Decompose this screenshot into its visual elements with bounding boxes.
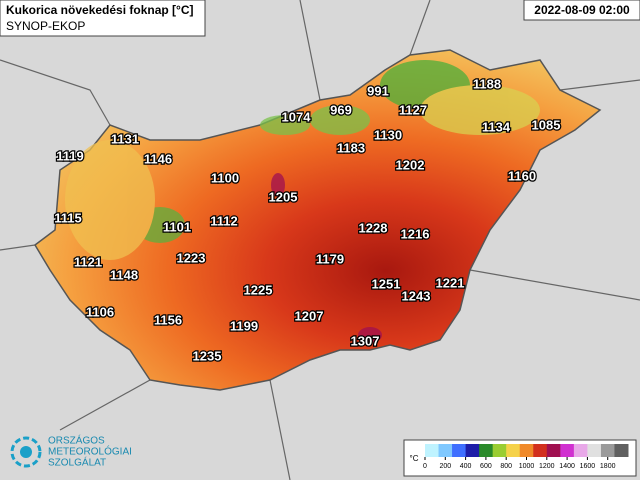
colorbar-segment	[425, 444, 440, 457]
station-value: 1100	[211, 170, 239, 185]
station-value: 1134	[482, 119, 511, 134]
station-value: 1115	[54, 210, 82, 225]
station-value: 1130	[374, 127, 402, 142]
colorbar-tick-label: 1000	[519, 463, 535, 470]
station-value: 1179	[316, 251, 344, 266]
colorbar-tick-label: 1800	[600, 463, 616, 470]
colorbar-segment	[519, 444, 534, 457]
logo-text: SZOLGÁLAT	[48, 456, 106, 469]
station-value: 1223	[177, 250, 206, 265]
station-value: 1207	[295, 308, 324, 323]
station-value: 1307	[351, 333, 380, 348]
logo-text: METEOROLÓGIAI	[48, 445, 132, 458]
station-value: 1228	[359, 220, 388, 235]
station-value: 1101	[163, 219, 191, 234]
station-value: 1160	[508, 168, 536, 183]
colorbar-segment	[479, 444, 494, 457]
colorbar-segment	[438, 444, 453, 457]
station-value: 1148	[110, 267, 138, 282]
country-area	[34, 49, 602, 391]
colorbar-segment	[614, 444, 629, 457]
date-box	[523, 0, 640, 21]
colorbar-tick-label: 600	[480, 463, 492, 470]
station-value: 1221	[436, 275, 465, 290]
colorbar-segment	[546, 444, 561, 457]
station-value: 1199	[230, 318, 258, 333]
station-value: 969	[330, 102, 352, 117]
station-value: 1112	[210, 213, 238, 228]
colorbar-segment	[560, 444, 575, 457]
colorbar-segment	[465, 444, 480, 457]
station-value: 1085	[532, 117, 561, 132]
colorbar-tick-label: 1200	[539, 463, 555, 470]
legend-unit: °C	[410, 454, 419, 463]
colorbar-segment	[506, 444, 521, 457]
colorbar-tick-label: 400	[460, 463, 472, 470]
station-value: 1106	[86, 304, 114, 319]
colorbar-tick-label: 1400	[559, 463, 575, 470]
station-value: 1074	[282, 109, 312, 124]
station-value: 1183	[337, 140, 365, 155]
station-value: 1188	[473, 76, 501, 91]
station-value: 1127	[399, 102, 427, 117]
station-value: 1251	[372, 276, 401, 291]
datetime: 2022-08-09 02:00	[534, 3, 630, 17]
title: Kukorica növekedési foknap [°C]	[6, 3, 194, 17]
low-value-areas	[65, 60, 540, 343]
station-value: 1121	[74, 254, 102, 269]
station-value: 991	[367, 83, 389, 98]
title-box	[0, 0, 206, 37]
station-value: 1119	[56, 148, 84, 163]
station-value: 1131	[111, 131, 139, 146]
subtitle: SYNOP-EKOP	[6, 19, 85, 33]
colorbar-segment	[573, 444, 588, 457]
colorbar-segment	[587, 444, 602, 457]
station-value: 1225	[244, 282, 273, 297]
colorbar-tick-label: 1600	[580, 463, 596, 470]
station-value: 1156	[154, 312, 182, 327]
colorbar-tick-label: 200	[439, 463, 451, 470]
colorbar-segment	[492, 444, 507, 457]
colorbar-tick-label: 0	[423, 463, 427, 470]
colorbar-segment	[452, 444, 467, 457]
logo-text: ORSZÁGOS	[48, 434, 105, 447]
station-value: 1243	[402, 288, 431, 303]
station-value: 1205	[269, 189, 298, 204]
colorbar-segment	[600, 444, 615, 457]
station-value: 1202	[396, 157, 425, 172]
station-value: 1146	[144, 151, 172, 166]
logo: ORSZÁGOS METEOROLÓGIAI SZOLGÁLAT	[10, 434, 132, 469]
colorbar-segment	[533, 444, 548, 457]
station-value: 1216	[401, 226, 430, 241]
station-value: 1235	[193, 348, 222, 363]
colorbar-tick-label: 800	[500, 463, 512, 470]
